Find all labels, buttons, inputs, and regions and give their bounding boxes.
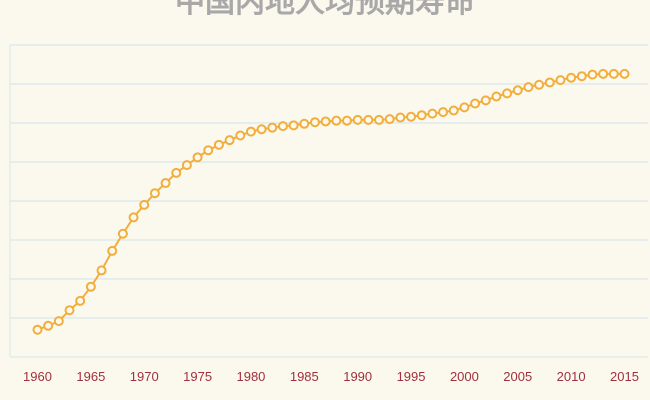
data-point[interactable]	[374, 114, 385, 125]
series-line	[37, 72, 625, 331]
data-point[interactable]	[438, 107, 449, 118]
data-point[interactable]	[448, 105, 459, 116]
data-point[interactable]	[512, 85, 523, 96]
data-point[interactable]	[203, 145, 214, 156]
data-point[interactable]	[117, 228, 128, 239]
data-point[interactable]	[427, 108, 438, 119]
data-point[interactable]	[53, 316, 64, 327]
data-point[interactable]	[96, 265, 107, 276]
x-tick-label: 2010	[557, 369, 586, 384]
x-tick-label: 1980	[236, 369, 265, 384]
data-point[interactable]	[43, 320, 54, 331]
data-point[interactable]	[331, 115, 342, 126]
data-point[interactable]	[384, 114, 395, 125]
x-axis-ticks: 1960 1965 1970 1975 1980 1985 1990 1995 2000 2005…	[23, 369, 639, 384]
data-point[interactable]	[502, 88, 513, 99]
data-point[interactable]	[277, 121, 288, 132]
data-point[interactable]	[64, 305, 75, 316]
data-point[interactable]	[587, 69, 598, 80]
data-point[interactable]	[224, 135, 235, 146]
data-point[interactable]	[576, 71, 587, 82]
data-point[interactable]	[75, 295, 86, 306]
x-tick-label: 1960	[23, 369, 52, 384]
data-point[interactable]	[480, 95, 491, 106]
data-point[interactable]	[523, 82, 534, 93]
data-point[interactable]	[128, 212, 139, 223]
data-point[interactable]	[192, 152, 203, 163]
data-point[interactable]	[459, 102, 470, 113]
data-point[interactable]	[544, 77, 555, 88]
data-point[interactable]	[566, 72, 577, 83]
data-point[interactable]	[352, 114, 363, 125]
data-point[interactable]	[416, 110, 427, 121]
data-point[interactable]	[149, 188, 160, 199]
x-tick-label: 2015	[610, 369, 639, 384]
data-point[interactable]	[608, 68, 619, 79]
data-point[interactable]	[470, 98, 481, 109]
x-tick-label: 1995	[397, 369, 426, 384]
x-tick-label: 1985	[290, 369, 319, 384]
data-point[interactable]	[598, 68, 609, 79]
x-tick-label: 1965	[76, 369, 105, 384]
data-point[interactable]	[619, 68, 630, 79]
data-point[interactable]	[85, 281, 96, 292]
x-tick-label: 1975	[183, 369, 212, 384]
data-point[interactable]	[342, 115, 353, 126]
data-point[interactable]	[288, 120, 299, 131]
x-tick-label: 1990	[343, 369, 372, 384]
gridlines	[9, 44, 648, 358]
data-point[interactable]	[235, 130, 246, 141]
data-point[interactable]	[107, 245, 118, 256]
data-point[interactable]	[213, 139, 224, 150]
data-point[interactable]	[267, 122, 278, 133]
data-point[interactable]	[32, 324, 43, 335]
series-group	[32, 68, 630, 335]
data-point[interactable]	[395, 112, 406, 123]
data-point[interactable]	[181, 160, 192, 171]
data-point[interactable]	[363, 114, 374, 125]
data-point[interactable]	[309, 117, 320, 128]
data-point[interactable]	[534, 79, 545, 90]
x-tick-label: 1970	[130, 369, 159, 384]
data-point[interactable]	[406, 111, 417, 122]
chart-title: 中国内地人均预期寿命	[175, 0, 476, 20]
data-point[interactable]	[555, 75, 566, 86]
data-point[interactable]	[320, 116, 331, 127]
x-tick-label: 2005	[503, 369, 532, 384]
data-point[interactable]	[139, 199, 150, 210]
data-point[interactable]	[171, 167, 182, 178]
data-point[interactable]	[491, 91, 502, 102]
data-point[interactable]	[245, 126, 256, 137]
x-tick-label: 2000	[450, 369, 479, 384]
data-point[interactable]	[256, 124, 267, 135]
data-point[interactable]	[299, 118, 310, 129]
data-point[interactable]	[160, 178, 171, 189]
